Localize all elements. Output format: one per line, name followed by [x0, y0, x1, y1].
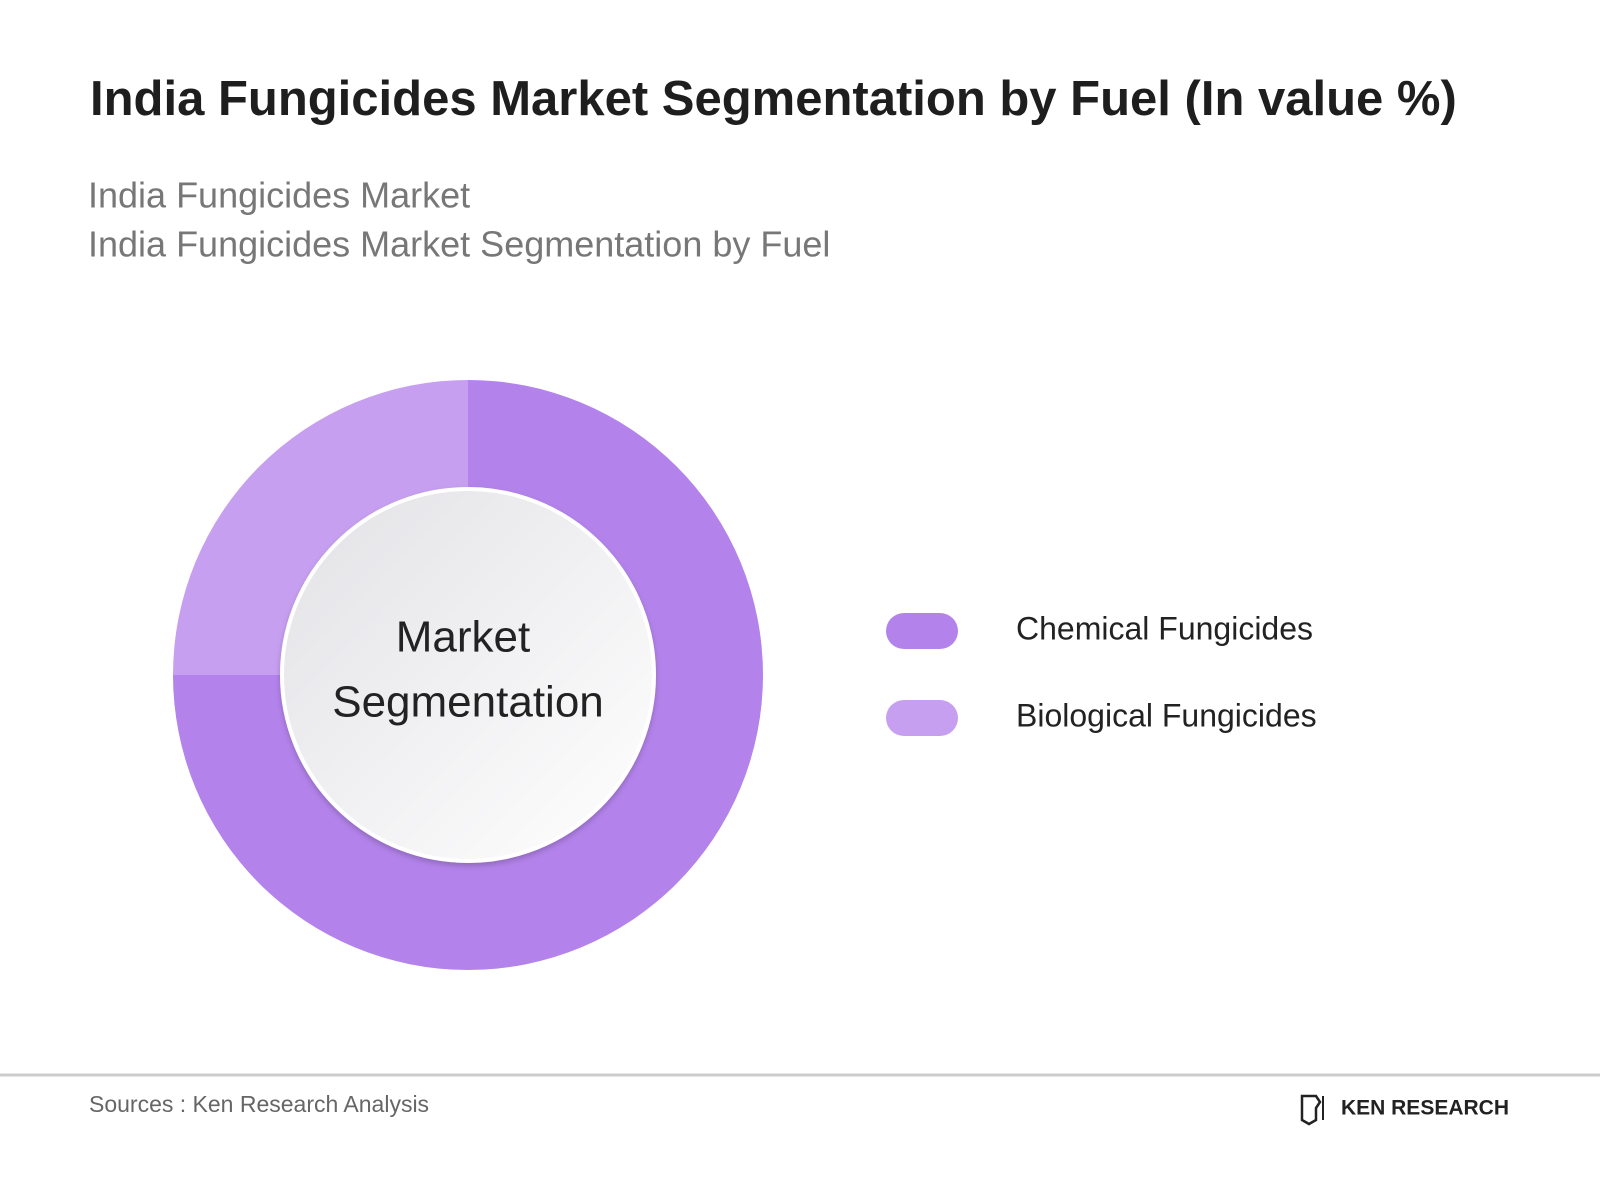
- logo: KEN RESEARCH: [1300, 1094, 1509, 1126]
- subtitle: India Fungicides Market Segmentation by …: [88, 224, 830, 265]
- logo-icon: [1300, 1094, 1322, 1126]
- center-label: Market: [396, 613, 530, 662]
- brand-name: KEN RESEARCH: [1341, 1097, 1509, 1120]
- legend-label: Chemical Fungicides: [1016, 610, 1313, 646]
- legend-label: Biological Fungicides: [1016, 697, 1317, 733]
- center-disc: [280, 487, 656, 863]
- chart-title: India Fungicides Market Segmentation by …: [90, 72, 1457, 126]
- legend-swatch: [886, 700, 958, 736]
- legend: Chemical Fungicides Biological Fungicides: [886, 610, 1317, 736]
- center-label: Segmentation: [332, 678, 604, 727]
- subtitle: India Fungicides Market: [88, 175, 470, 216]
- source-note: Sources : Ken Research Analysis: [89, 1091, 429, 1117]
- legend-swatch: [886, 613, 958, 649]
